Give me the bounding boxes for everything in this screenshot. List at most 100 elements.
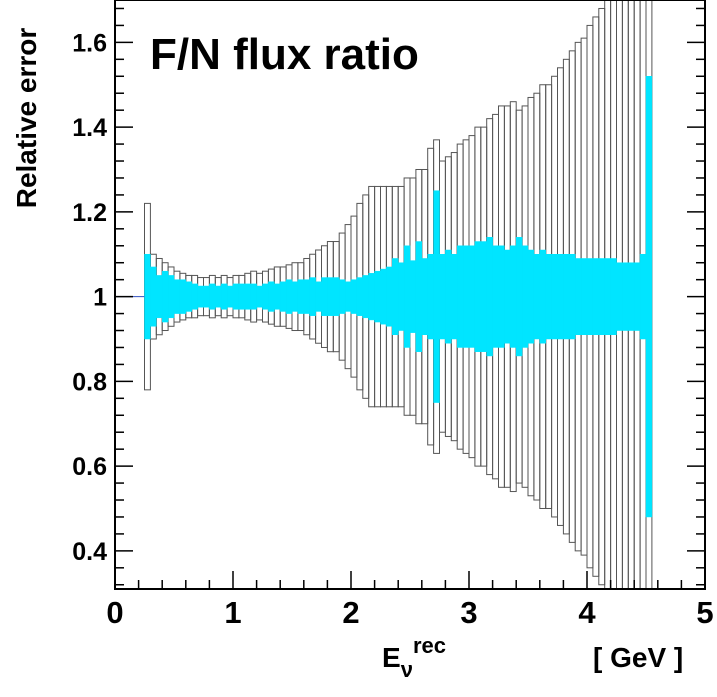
inner-bar — [480, 241, 487, 352]
y-tick-label: 0.6 — [72, 453, 107, 481]
inner-bar — [645, 76, 653, 518]
inner-bar — [616, 262, 623, 331]
inner-bar — [291, 281, 299, 312]
x-axis-ticks — [114, 571, 706, 589]
inner-bar — [215, 285, 222, 308]
inner-bar — [220, 283, 228, 310]
inner-bar — [161, 270, 169, 323]
inner-bar — [574, 258, 582, 336]
inner-bar — [504, 249, 511, 344]
inner-bar — [167, 275, 175, 319]
inner-bar — [409, 260, 417, 333]
inner-bar — [492, 245, 499, 348]
inner-bar — [333, 277, 340, 316]
x-axis-title-main: E — [382, 642, 401, 673]
inner-bar — [362, 275, 369, 319]
inner-bar — [633, 262, 641, 331]
x-tick-label: 5 — [696, 595, 713, 630]
inner-bar — [569, 253, 576, 340]
inner-bar — [451, 253, 458, 340]
inner-bar — [374, 270, 381, 323]
inner-bar — [403, 245, 411, 348]
inner-bar — [456, 245, 464, 348]
inner-bar — [622, 262, 629, 331]
x-tick-label: 4 — [578, 595, 596, 630]
inner-bar — [344, 281, 352, 312]
inner-bar — [279, 281, 287, 312]
inner-error-bars — [144, 76, 653, 518]
inner-bar — [309, 277, 316, 316]
inner-bar — [250, 283, 257, 310]
y-tick-label: 1.2 — [72, 199, 107, 227]
inner-bar — [209, 283, 216, 310]
inner-bar — [462, 245, 470, 348]
x-axis-title-sup: rec — [413, 633, 446, 658]
y-tick-label: 0.8 — [72, 368, 107, 396]
y-tick-label: 1.6 — [72, 29, 107, 57]
inner-bar — [203, 285, 210, 308]
inner-bar — [610, 258, 617, 336]
plot-frame — [114, 0, 706, 590]
x-axis-title-sub: ν — [401, 657, 413, 682]
x-tick-labels: 0 1 2 3 4 5 — [106, 595, 713, 630]
inner-bar — [179, 279, 187, 314]
inner-bar — [515, 237, 523, 357]
inner-bar — [285, 279, 293, 314]
inner-bar — [185, 281, 192, 312]
inner-bar — [392, 258, 399, 336]
inner-bar — [415, 241, 423, 352]
inner-bar — [297, 279, 305, 314]
inner-bar — [350, 279, 358, 314]
inner-bar — [368, 273, 375, 321]
inner-bar — [226, 285, 234, 308]
y-axis-ticks — [115, 7, 705, 586]
inner-bar — [639, 253, 647, 340]
inner-bar — [563, 253, 570, 340]
inner-bar — [539, 249, 546, 344]
inner-bar — [380, 268, 387, 325]
y-tick-label: 1.4 — [72, 114, 107, 142]
inner-bar — [156, 275, 163, 319]
inner-bar — [498, 245, 505, 348]
y-tick-label: 0.4 — [72, 538, 107, 566]
inner-bar — [173, 279, 181, 314]
inner-bar — [468, 245, 476, 348]
x-tick-label: 3 — [460, 595, 477, 630]
inner-bar — [439, 253, 446, 340]
inner-bar — [580, 258, 588, 336]
inner-bar — [604, 258, 611, 336]
inner-bar — [256, 285, 263, 308]
inner-bar — [474, 241, 482, 352]
inner-bar — [545, 253, 552, 340]
inner-bar — [232, 283, 240, 310]
inner-bar — [527, 249, 535, 344]
chart-title: F/N flux ratio — [150, 30, 419, 79]
inner-bar — [338, 279, 346, 314]
inner-bar — [238, 283, 246, 310]
inner-bar — [551, 253, 558, 340]
inner-bar — [421, 258, 428, 336]
inner-bar — [244, 283, 251, 310]
inner-bar — [628, 262, 635, 331]
inner-bar — [427, 253, 434, 340]
inner-bar — [191, 283, 198, 310]
inner-bar — [386, 266, 393, 327]
inner-bar — [521, 245, 529, 348]
inner-bar — [557, 253, 564, 340]
inner-bar — [533, 253, 541, 340]
x-tick-label: 0 — [106, 595, 123, 630]
y-axis-title: Relative error — [11, 28, 42, 209]
inner-bar — [598, 258, 605, 336]
inner-bar — [510, 245, 517, 348]
inner-bar — [150, 266, 157, 327]
inner-bar — [321, 277, 328, 316]
inner-bar — [274, 283, 281, 310]
inner-bar — [197, 285, 204, 308]
y-tick-labels: 0.4 0.6 0.8 1 1.2 1.4 1.6 — [72, 29, 107, 565]
inner-bar — [397, 262, 405, 331]
inner-bar — [356, 277, 364, 316]
inner-bar — [586, 258, 594, 336]
inner-bar — [486, 237, 493, 357]
x-tick-label: 1 — [224, 595, 241, 630]
